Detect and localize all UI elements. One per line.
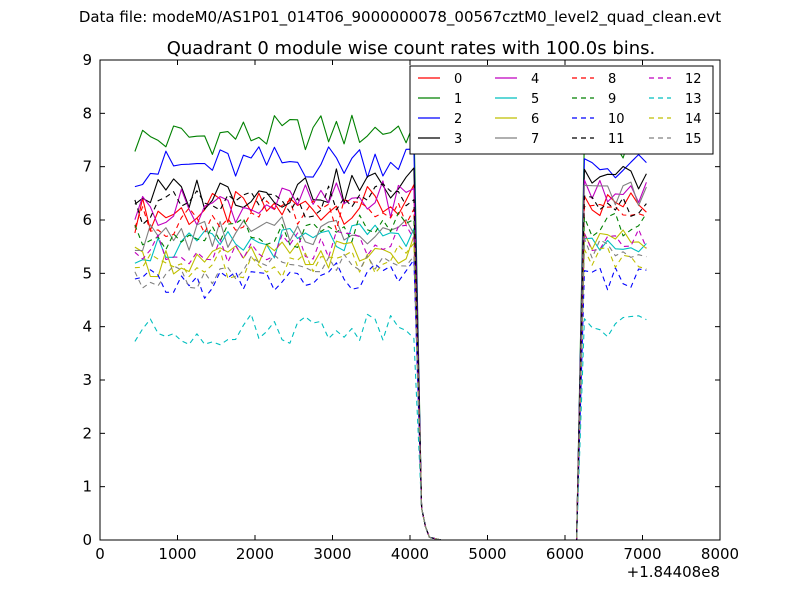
series-line-14 — [134, 242, 647, 541]
legend-label-0: 0 — [454, 72, 462, 87]
series-line-2 — [134, 146, 647, 541]
y-tick-label: 7 — [82, 158, 92, 176]
legend-label-15: 15 — [685, 132, 702, 147]
legend-label-4: 4 — [531, 72, 539, 87]
legend-label-2: 2 — [454, 112, 462, 127]
legend-label-1: 1 — [454, 92, 462, 107]
y-tick-label: 1 — [82, 478, 92, 496]
series-line-7 — [134, 181, 647, 541]
y-tick-label: 8 — [82, 104, 92, 122]
x-tick-label: 5000 — [468, 545, 506, 563]
y-tick-label: 2 — [82, 424, 92, 442]
legend-label-3: 3 — [454, 132, 462, 147]
series-line-11 — [134, 183, 647, 541]
legend-label-6: 6 — [531, 112, 539, 127]
legend-label-13: 13 — [685, 92, 702, 107]
y-tick-label: 6 — [82, 211, 92, 229]
y-tick-label: 5 — [82, 264, 92, 282]
axes-group: 0 1000 2000 3000 4000 5000 6000 7000 80000123456… — [82, 51, 739, 563]
figure-supertitle: Data file: modeM0/AS1P01_014T06_90000000… — [78, 8, 722, 26]
legend-box — [409, 65, 714, 155]
series-line-3 — [134, 165, 647, 541]
series-line-0 — [134, 184, 647, 541]
series-line-5 — [134, 223, 647, 541]
series-line-10 — [134, 259, 647, 541]
x-tick-label: 4000 — [391, 545, 429, 563]
series-line-9 — [134, 212, 647, 541]
x-offset-label: +1.84408e8 — [627, 563, 720, 581]
series-line-12 — [134, 224, 647, 541]
legend-label-12: 12 — [685, 72, 702, 87]
x-tick-label: 1000 — [158, 545, 196, 563]
legend-label-10: 10 — [608, 112, 625, 127]
chart-title: Quadrant 0 module wise count rates with … — [167, 38, 656, 59]
legend-label-11: 11 — [608, 132, 625, 147]
x-tick-label: 7000 — [623, 545, 661, 563]
legend-label-9: 9 — [608, 92, 616, 107]
y-tick-label: 0 — [82, 531, 92, 549]
y-tick-label: 9 — [82, 51, 92, 69]
y-tick-label: 4 — [82, 318, 92, 336]
series-line-8 — [134, 199, 647, 541]
legend-label-14: 14 — [685, 112, 702, 127]
x-tick-label: 6000 — [546, 545, 584, 563]
y-tick-label: 3 — [82, 371, 92, 389]
plot-series-group — [134, 114, 647, 541]
legend-label-8: 8 — [608, 72, 616, 87]
x-tick-label: 3000 — [313, 545, 351, 563]
series-line-6 — [134, 229, 647, 541]
x-tick-label: 8000 — [701, 545, 739, 563]
series-line-13 — [134, 313, 647, 541]
legend-label-5: 5 — [531, 92, 539, 107]
x-tick-label: 0 — [95, 545, 105, 563]
series-line-15 — [134, 238, 647, 541]
series-line-1 — [134, 114, 647, 541]
x-tick-label: 2000 — [236, 545, 274, 563]
legend-label-7: 7 — [531, 132, 539, 147]
